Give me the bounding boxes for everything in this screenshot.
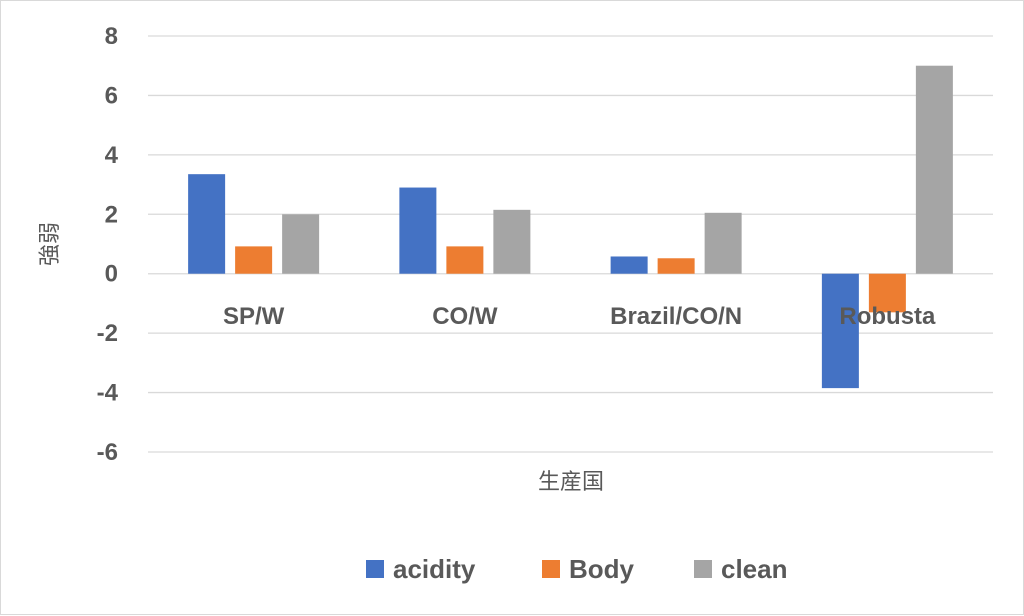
y-tick-label: 8 <box>105 23 118 50</box>
x-axis-categories: SP/W CO/W Brazil/CO/N Robusta <box>223 303 936 330</box>
legend-swatch-body <box>542 560 560 578</box>
gridlines <box>148 35 993 453</box>
legend-label-clean: clean <box>721 554 788 584</box>
legend-label-acidity: acidity <box>393 554 476 584</box>
y-tick-label: 0 <box>105 261 118 288</box>
x-category-label: CO/W <box>432 303 498 330</box>
bar-body-2 <box>657 258 695 274</box>
y-tick-label: 2 <box>105 201 118 228</box>
x-category-label: Brazil/CO/N <box>610 303 742 330</box>
bar-body-1 <box>446 246 484 274</box>
bar-clean-3 <box>915 65 953 274</box>
bar-acidity-3 <box>821 273 859 389</box>
legend-label-body: Body <box>569 554 635 584</box>
y-tick-label: 6 <box>105 82 118 109</box>
x-category-label: Robusta <box>839 303 936 330</box>
y-axis-title: 強弱 <box>38 222 63 266</box>
bar-body-3 <box>868 273 906 313</box>
legend-swatch-acidity <box>366 560 384 578</box>
legend: acidity Body clean <box>366 554 788 584</box>
x-category-label: SP/W <box>223 303 285 330</box>
bar-acidity-2 <box>610 256 648 274</box>
bar-acidity-0 <box>188 174 226 274</box>
bar-clean-1 <box>493 209 531 274</box>
bar-clean-2 <box>704 212 742 274</box>
x-axis-title: 生産国 <box>538 470 604 495</box>
bars <box>188 65 953 389</box>
bar-clean-0 <box>282 214 320 274</box>
bar-body-0 <box>235 246 273 274</box>
legend-swatch-clean <box>694 560 712 578</box>
y-tick-label: -6 <box>97 439 118 466</box>
y-axis-ticks: 8 6 4 2 0 -2 -4 -6 <box>97 23 119 466</box>
y-tick-label: 4 <box>105 142 119 169</box>
bar-acidity-1 <box>399 187 437 274</box>
y-tick-label: -2 <box>97 320 118 347</box>
y-tick-label: -4 <box>97 380 119 407</box>
